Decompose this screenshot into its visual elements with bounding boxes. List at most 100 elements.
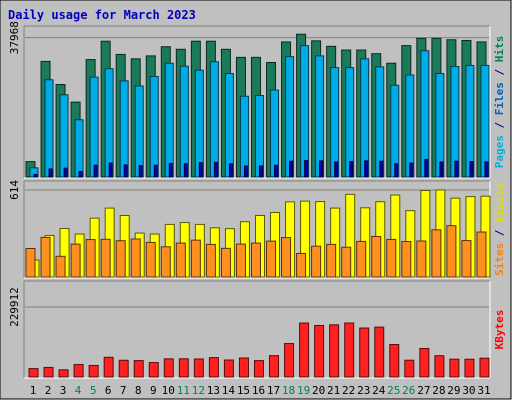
bar-files-day-5 (89, 76, 99, 178)
bar-pages-day-22 (349, 161, 354, 178)
bar-files-day-20 (315, 55, 325, 178)
x-tick-label-13: 13 (207, 384, 220, 397)
bar-files-day-31 (480, 64, 490, 178)
bar-sites-day-20 (311, 245, 322, 278)
bar-files-day-18 (285, 56, 295, 178)
bar-sites-day-12 (190, 239, 201, 278)
series-sites (25, 225, 487, 278)
bar-pages-day-21 (334, 161, 339, 178)
bar-pages-day-4 (78, 171, 83, 178)
x-tick-label-9: 9 (150, 384, 157, 397)
x-axis-labels: 1 2 3 4 5 6 7 8 9 10 11 12 13 14 15 16 17 18 19 20 21 22 23 24 2… (30, 384, 491, 397)
bar-files-day-7 (119, 80, 129, 178)
bar-sites-day-10 (160, 246, 171, 278)
legend-part: Hits (493, 36, 506, 63)
bar-sites-day-25 (386, 238, 397, 278)
x-tick-label-2: 2 (45, 384, 52, 397)
bar-kbytes-day-11 (178, 358, 189, 378)
bar-kbytes-day-29 (449, 358, 460, 378)
bar-pages-day-29 (454, 160, 459, 178)
bar-files-day-12 (194, 69, 204, 178)
bar-kbytes-day-31 (479, 357, 490, 378)
x-tick-label-26: 26 (402, 384, 415, 397)
x-tick-label-12: 12 (192, 384, 205, 397)
bar-files-day-16 (254, 95, 264, 178)
bar-kbytes-day-15 (238, 357, 249, 378)
legend-part: Pages (493, 135, 506, 168)
bar-sites-day-6 (100, 238, 111, 278)
x-tick-label-18: 18 (282, 384, 295, 397)
x-tick-label-14: 14 (222, 384, 236, 397)
bar-kbytes-day-4 (73, 364, 84, 378)
bar-files-day-4 (74, 119, 84, 178)
bar-kbytes-day-19 (299, 322, 310, 378)
legend-part: KBytes (493, 310, 506, 350)
x-tick-label-8: 8 (135, 384, 142, 397)
x-tick-label-28: 28 (432, 384, 445, 397)
bar-kbytes-day-9 (148, 362, 159, 378)
bar-kbytes-day-13 (208, 357, 219, 378)
bar-sites-day-11 (175, 242, 186, 278)
bar-kbytes-day-7 (118, 359, 129, 378)
bar-sites-day-22 (341, 246, 352, 278)
bar-kbytes-day-24 (374, 326, 385, 378)
x-tick-label-25: 25 (387, 384, 400, 397)
x-tick-label-5: 5 (90, 384, 97, 397)
bar-files-day-22 (345, 67, 355, 178)
bar-kbytes-day-1 (28, 368, 39, 378)
x-tick-label-30: 30 (462, 384, 475, 397)
bar-kbytes-day-28 (434, 355, 445, 378)
bar-files-day-6 (104, 68, 114, 178)
bar-sites-day-2 (40, 236, 51, 278)
bar-sites-day-3 (55, 255, 66, 278)
bar-pages-day-13 (213, 161, 218, 178)
bar-kbytes-day-18 (284, 343, 295, 378)
series-files (29, 45, 490, 178)
bar-pages-day-8 (138, 165, 143, 178)
legend-part: Visits (493, 183, 506, 223)
bar-pages-day-1 (33, 173, 38, 178)
bar-sites-day-5 (85, 239, 96, 278)
bar-kbytes-day-25 (389, 344, 400, 378)
bar-sites-day-14 (220, 247, 231, 278)
bar-pages-day-7 (123, 164, 128, 178)
y-max-label: 229912 (8, 287, 21, 327)
bar-kbytes-day-23 (359, 327, 370, 378)
x-tick-label-11: 11 (177, 384, 190, 397)
bar-pages-day-26 (409, 162, 414, 178)
bar-files-day-19 (300, 45, 310, 178)
bar-files-day-10 (164, 62, 174, 178)
legend-part: / (493, 62, 506, 82)
bar-kbytes-day-21 (329, 324, 340, 378)
bar-sites-day-24 (371, 235, 382, 278)
bar-files-day-25 (390, 84, 400, 178)
legend-part: Sites (493, 243, 506, 276)
x-tick-label-21: 21 (327, 384, 340, 397)
bar-pages-day-11 (183, 163, 188, 178)
bar-files-day-9 (149, 75, 159, 178)
bar-pages-day-9 (153, 164, 158, 178)
bar-sites-day-29 (446, 225, 457, 278)
bar-pages-day-28 (439, 161, 444, 178)
bar-kbytes-day-6 (103, 356, 114, 378)
bar-pages-day-24 (379, 160, 384, 178)
bar-pages-day-18 (289, 160, 294, 178)
panel-hits: 37968 Pages / Files / Hits (8, 21, 506, 179)
bar-sites-day-9 (145, 241, 156, 278)
bar-pages-day-31 (484, 161, 489, 178)
x-tick-label-10: 10 (162, 384, 175, 397)
bar-kbytes-day-20 (314, 324, 325, 378)
bar-pages-day-6 (108, 162, 113, 178)
x-tick-label-3: 3 (60, 384, 67, 397)
bar-sites-day-7 (115, 240, 126, 278)
bar-pages-day-27 (424, 158, 429, 178)
bar-pages-day-15 (243, 165, 248, 178)
bar-pages-day-3 (63, 167, 68, 178)
x-tick-label-27: 27 (417, 384, 430, 397)
bar-files-day-13 (209, 61, 219, 178)
bar-kbytes-day-30 (464, 358, 475, 378)
bar-kbytes-day-2 (43, 366, 54, 378)
bar-sites-day-27 (416, 240, 427, 278)
bar-pages-day-12 (198, 162, 203, 178)
